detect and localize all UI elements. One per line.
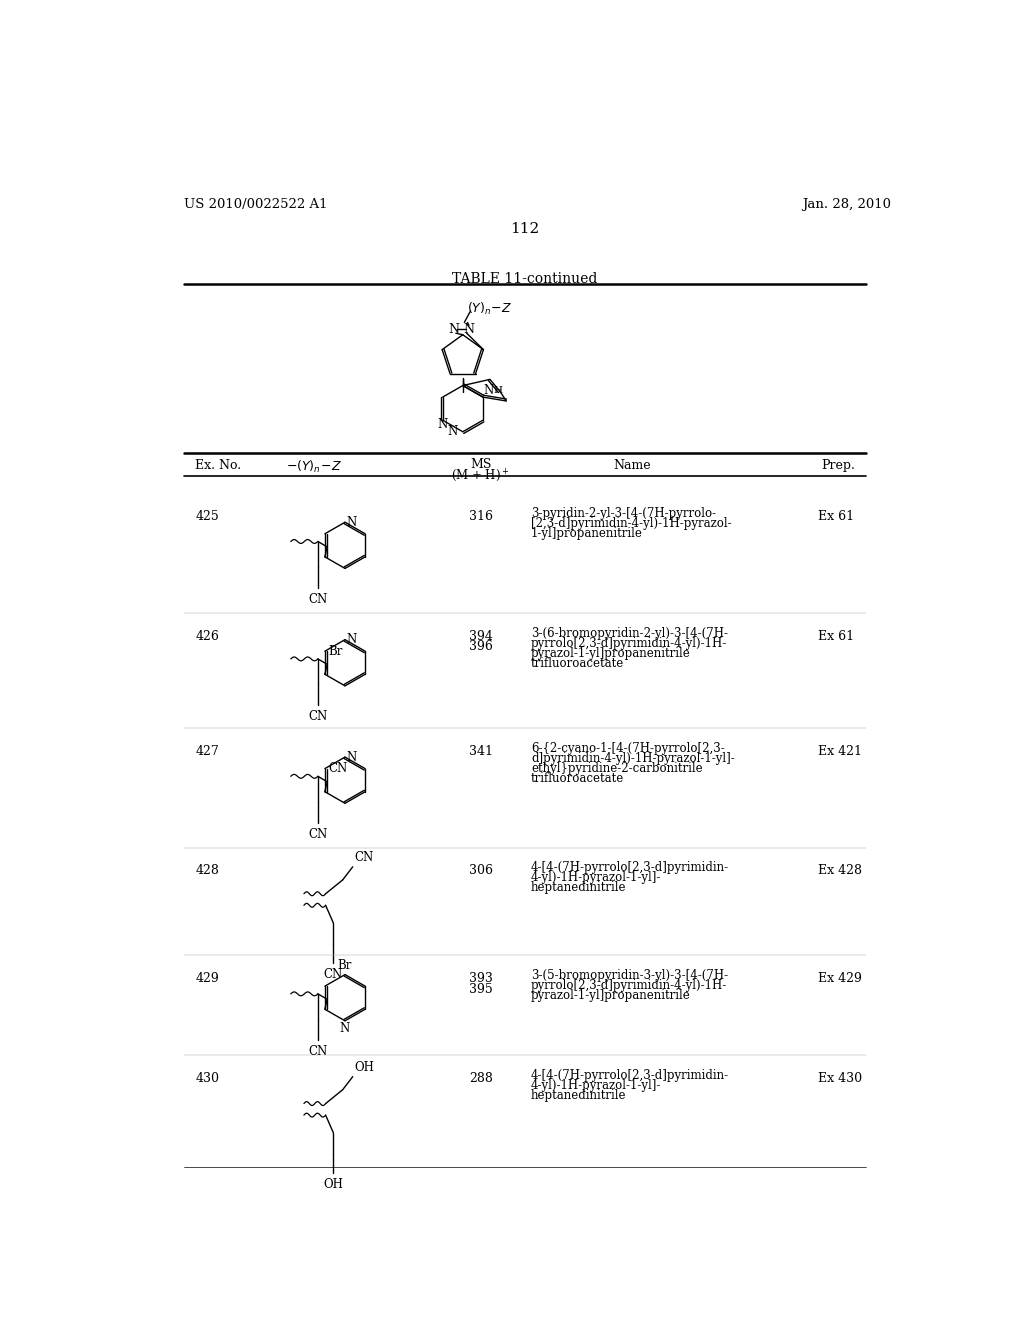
Text: Ex 428: Ex 428 (818, 865, 862, 878)
Text: pyrazol-1-yl]propanenitrile: pyrazol-1-yl]propanenitrile (531, 647, 691, 660)
Text: trifluoroacetate: trifluoroacetate (531, 656, 625, 669)
Text: Br: Br (328, 644, 342, 657)
Text: CN: CN (324, 969, 343, 982)
Text: 395: 395 (469, 983, 493, 997)
Text: 393: 393 (469, 973, 493, 985)
Text: $-(Y)_n\!-\!Z$: $-(Y)_n\!-\!Z$ (286, 459, 342, 475)
Text: 6-{2-cyano-1-[4-(7H-pyrrolo[2,3-: 6-{2-cyano-1-[4-(7H-pyrrolo[2,3- (531, 742, 725, 755)
Text: Ex. No.: Ex. No. (196, 459, 242, 471)
Text: N: N (483, 384, 494, 397)
Text: N: N (437, 418, 447, 430)
Text: 426: 426 (196, 630, 219, 643)
Text: 4-[4-(7H-pyrrolo[2,3-d]pyrimidin-: 4-[4-(7H-pyrrolo[2,3-d]pyrimidin- (531, 862, 729, 874)
Text: 3-(5-bromopyridin-3-yl)-3-[4-(7H-: 3-(5-bromopyridin-3-yl)-3-[4-(7H- (531, 969, 728, 982)
Text: Name: Name (613, 459, 650, 471)
Text: 341: 341 (469, 744, 493, 758)
Text: ethyl}pyridine-2-carbonitrile: ethyl}pyridine-2-carbonitrile (531, 762, 702, 775)
Text: TABLE 11-continued: TABLE 11-continued (453, 272, 597, 286)
Text: N: N (449, 323, 459, 335)
Text: Ex 429: Ex 429 (818, 973, 861, 985)
Text: heptanedinitrile: heptanedinitrile (531, 882, 627, 895)
Text: CN: CN (308, 828, 328, 841)
Text: US 2010/0022522 A1: US 2010/0022522 A1 (183, 198, 328, 211)
Text: 425: 425 (196, 511, 219, 523)
Text: Ex 430: Ex 430 (818, 1072, 862, 1085)
Text: 316: 316 (469, 511, 493, 523)
Text: heptanedinitrile: heptanedinitrile (531, 1089, 627, 1102)
Text: trifluoroacetate: trifluoroacetate (531, 772, 625, 785)
Text: 430: 430 (196, 1072, 219, 1085)
Text: 4-yl)-1H-pyrazol-1-yl]-: 4-yl)-1H-pyrazol-1-yl]- (531, 871, 662, 884)
Text: OH: OH (324, 1179, 343, 1191)
Text: $(Y)_n\!-\!Z$: $(Y)_n\!-\!Z$ (467, 301, 513, 317)
Text: N: N (346, 516, 356, 529)
Text: Prep.: Prep. (821, 459, 855, 471)
Text: MS: MS (470, 458, 492, 471)
Text: pyrazol-1-yl]propanenitrile: pyrazol-1-yl]propanenitrile (531, 989, 691, 1002)
Text: 288: 288 (469, 1072, 493, 1085)
Text: N: N (346, 634, 356, 647)
Text: 429: 429 (196, 973, 219, 985)
Text: Jan. 28, 2010: Jan. 28, 2010 (802, 198, 891, 211)
Text: 112: 112 (510, 222, 540, 236)
Text: pyrrolo[2,3-d]pyrimidin-4-yl)-1H-: pyrrolo[2,3-d]pyrimidin-4-yl)-1H- (531, 979, 727, 993)
Text: OH: OH (354, 1061, 374, 1074)
Text: d]pyrimidin-4-yl)-1H-pyrazol-1-yl]-: d]pyrimidin-4-yl)-1H-pyrazol-1-yl]- (531, 752, 735, 766)
Text: 3-pyridin-2-yl-3-[4-(7H-pyrrolo-: 3-pyridin-2-yl-3-[4-(7H-pyrrolo- (531, 507, 716, 520)
Text: N: N (464, 323, 474, 335)
Text: N: N (447, 425, 458, 438)
Text: 4-[4-(7H-pyrrolo[2,3-d]pyrimidin-: 4-[4-(7H-pyrrolo[2,3-d]pyrimidin- (531, 1069, 729, 1082)
Text: 428: 428 (196, 865, 219, 878)
Text: 3-(6-bromopyridin-2-yl)-3-[4-(7H-: 3-(6-bromopyridin-2-yl)-3-[4-(7H- (531, 627, 728, 640)
Text: 396: 396 (469, 640, 493, 653)
Text: 306: 306 (469, 865, 493, 878)
Text: 4-yl)-1H-pyrazol-1-yl]-: 4-yl)-1H-pyrazol-1-yl]- (531, 1080, 662, 1093)
Text: Br: Br (338, 960, 352, 973)
Text: [2,3-d]pyrimidin-4-yl)-1H-pyrazol-: [2,3-d]pyrimidin-4-yl)-1H-pyrazol- (531, 517, 731, 531)
Text: Ex 61: Ex 61 (818, 511, 854, 523)
Text: N: N (346, 751, 356, 763)
Text: 394: 394 (469, 630, 493, 643)
Text: CN: CN (308, 710, 328, 723)
Text: 427: 427 (196, 744, 219, 758)
Text: (M + H)$^+$: (M + H)$^+$ (452, 467, 510, 483)
Text: CN: CN (308, 1045, 328, 1059)
Text: Ex 61: Ex 61 (818, 630, 854, 643)
Text: CN: CN (354, 851, 374, 865)
Text: N: N (340, 1022, 350, 1035)
Text: CN: CN (328, 762, 347, 775)
Text: Ex 421: Ex 421 (818, 744, 862, 758)
Text: 1-yl]propanenitrile: 1-yl]propanenitrile (531, 527, 643, 540)
Text: H: H (494, 385, 502, 395)
Text: CN: CN (308, 593, 328, 606)
Text: pyrrolo[2,3-d]pyrimidin-4-yl)-1H-: pyrrolo[2,3-d]pyrimidin-4-yl)-1H- (531, 636, 727, 649)
